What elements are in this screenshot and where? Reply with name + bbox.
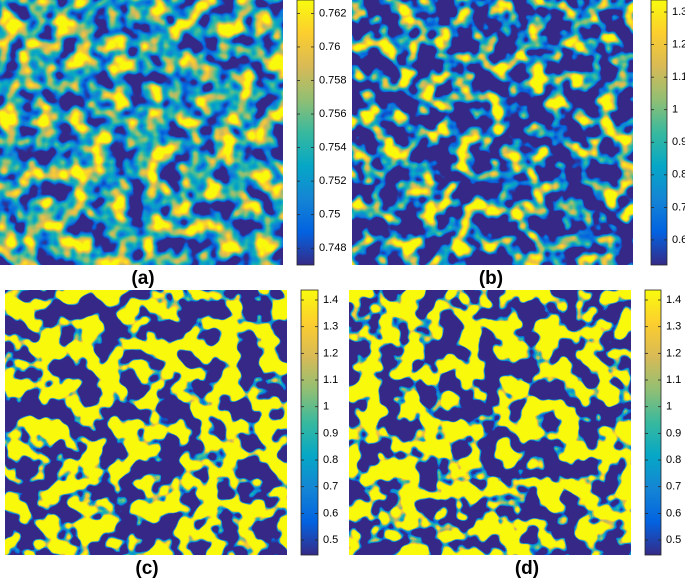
panel-label: (b) (479, 268, 503, 289)
colorbar-tick-label: 0.5 (323, 534, 338, 546)
colorbar-tick-label: 1.3 (323, 321, 338, 333)
colorbar-tick-label: 0.762 (319, 7, 347, 19)
colorbar-tick-label: 1 (666, 401, 672, 413)
colorbar-tick-label: 0.752 (319, 175, 347, 187)
heatmap-image (349, 290, 631, 555)
colorbar-tick-label: 1.1 (323, 374, 338, 386)
colorbar-tick-label: 1.1 (666, 374, 681, 386)
colorbar-tick-label: 0.8 (323, 454, 338, 466)
colorbar-tick-label: 1.4 (323, 294, 338, 306)
colorbar-tick-label: 0.758 (319, 74, 347, 86)
colorbar-tick-label: 1 (672, 104, 678, 116)
colorbar (650, 0, 668, 266)
heatmap-image (352, 0, 633, 265)
panel-label: (d) (515, 558, 539, 579)
colorbar-tick-label: 1.3 (666, 321, 681, 333)
colorbar-tick-label: 0.754 (319, 142, 347, 154)
heatmap-image (5, 290, 287, 555)
colorbar-tick-label: 0.6 (672, 234, 685, 246)
colorbar-tick-label: 1.3 (672, 6, 685, 18)
colorbar (644, 289, 662, 556)
colorbar-tick-label: 0.756 (319, 108, 347, 120)
panel-label: (a) (131, 268, 154, 289)
colorbar-tick-label: 0.7 (323, 481, 338, 493)
colorbar-tick-label: 1.1 (672, 71, 685, 83)
colorbar-tick-label: 0.5 (666, 534, 681, 546)
colorbar (296, 0, 315, 266)
colorbar-tick-label: 0.75 (319, 209, 340, 221)
colorbar-tick-label: 0.7 (672, 201, 685, 213)
colorbar-tick-label: 1.2 (672, 39, 685, 51)
colorbar-tick-label: 0.748 (319, 242, 347, 254)
colorbar-tick-label: 0.9 (323, 427, 338, 439)
colorbar-tick-label: 1.2 (323, 347, 338, 359)
colorbar-tick-label: 0.76 (319, 41, 340, 53)
colorbar-tick-label: 0.8 (666, 454, 681, 466)
colorbar-tick-label: 1.4 (666, 294, 681, 306)
colorbar (300, 289, 319, 556)
panel-label: (c) (135, 558, 158, 579)
colorbar-tick-label: 1 (323, 401, 329, 413)
colorbar-tick-label: 0.8 (672, 169, 685, 181)
heatmap-image (0, 0, 283, 265)
colorbar-tick-label: 0.9 (666, 427, 681, 439)
colorbar-tick-label: 1.2 (666, 347, 681, 359)
colorbar-tick-label: 0.7 (666, 481, 681, 493)
colorbar-tick-label: 0.6 (323, 507, 338, 519)
colorbar-tick-label: 0.6 (666, 507, 681, 519)
colorbar-tick-label: 0.9 (672, 136, 685, 148)
